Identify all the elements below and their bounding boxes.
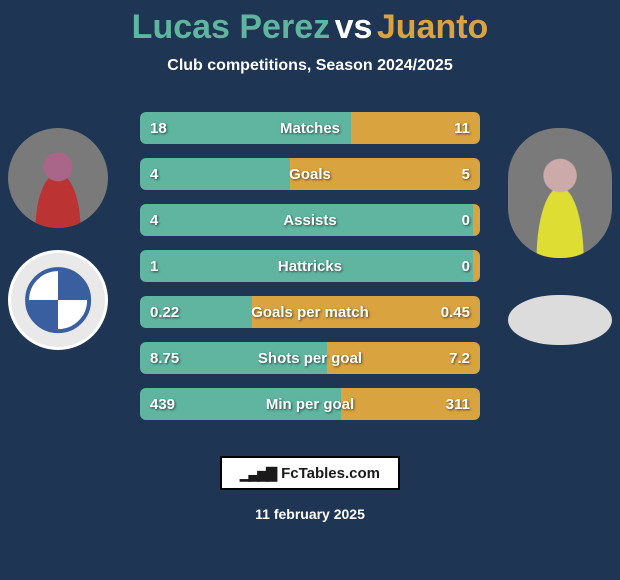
stat-bar-right [290, 158, 480, 190]
stat-row: 10Hattricks [140, 250, 480, 282]
stat-row: 0.220.45Goals per match [140, 296, 480, 328]
stat-bar-left [140, 296, 252, 328]
stat-bar-left [140, 112, 351, 144]
stat-row: 439311Min per goal [140, 388, 480, 420]
stat-bar-right [252, 296, 480, 328]
stat-bar-left [140, 388, 341, 420]
player1-club-crest [8, 250, 108, 350]
stat-bar-left [140, 158, 290, 190]
source-logo: ▁▃▅▇ FcTables.com [220, 456, 400, 490]
title-player1: Lucas Perez [132, 8, 330, 46]
stats-bars: 1811Matches 45Goals 40Assists 10Hattricks 0.… [140, 112, 480, 434]
stat-bar-right [351, 112, 480, 144]
stat-row: 8.757.2Shots per goal [140, 342, 480, 374]
stat-bar-right [341, 388, 480, 420]
stat-row: 1811Matches [140, 112, 480, 144]
player2-club-crest [508, 295, 612, 345]
player2-avatar [508, 128, 612, 258]
subtitle: Club competitions, Season 2024/2025 [0, 57, 620, 75]
logo-text: FcTables.com [281, 465, 380, 482]
stat-bar-left [140, 204, 473, 236]
stat-bar-left [140, 250, 473, 282]
stat-row: 40Assists [140, 204, 480, 236]
date-label: 11 february 2025 [0, 506, 620, 522]
logo-chart-icon: ▁▃▅▇ [240, 465, 275, 482]
stat-row: 45Goals [140, 158, 480, 190]
stat-bar-right [473, 204, 480, 236]
stat-bar-right [327, 342, 480, 374]
title-player2: Juanto [377, 8, 488, 46]
player1-avatar [8, 128, 108, 228]
stat-bar-left [140, 342, 327, 374]
page-title: Lucas Perez vs Juanto [0, 0, 620, 47]
stat-bar-right [473, 250, 480, 282]
title-vs: vs [335, 8, 373, 46]
